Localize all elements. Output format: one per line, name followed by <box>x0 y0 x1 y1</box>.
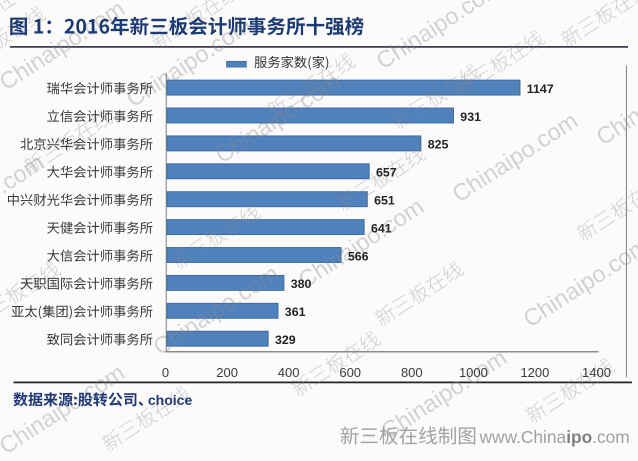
svg-text:800: 800 <box>401 365 423 380</box>
svg-text:www.Chinaipo.com: www.Chinaipo.com <box>479 427 630 447</box>
svg-text:Chinaipo.com: Chinaipo.com <box>592 50 638 150</box>
svg-text:380: 380 <box>291 277 312 291</box>
svg-text:Chinaipo.com: Chinaipo.com <box>372 0 507 74</box>
svg-text:931: 931 <box>460 110 481 124</box>
svg-text:Chinaipo.com: Chinaipo.com <box>0 359 129 456</box>
svg-text:651: 651 <box>374 194 395 208</box>
svg-text:choice: choice <box>148 392 193 408</box>
svg-text:Chinaipo.com: Chinaipo.com <box>0 149 48 249</box>
svg-text:329: 329 <box>275 333 296 347</box>
svg-text:1147: 1147 <box>527 82 554 96</box>
svg-text:Chinaipo.com: Chinaipo.com <box>294 193 429 293</box>
svg-text:566: 566 <box>348 249 369 263</box>
svg-text:657: 657 <box>376 166 397 180</box>
svg-text:1200: 1200 <box>520 365 549 380</box>
svg-text:1400: 1400 <box>582 365 611 380</box>
svg-text:361: 361 <box>285 305 306 319</box>
svg-text:Chinaipo.com: Chinaipo.com <box>519 232 638 332</box>
svg-text:825: 825 <box>428 138 449 152</box>
svg-text:400: 400 <box>278 365 300 380</box>
svg-text:600: 600 <box>339 365 361 380</box>
svg-text:0: 0 <box>162 365 169 380</box>
svg-text:641: 641 <box>371 221 392 235</box>
svg-text:200: 200 <box>216 365 238 380</box>
svg-text:1000: 1000 <box>459 365 488 380</box>
